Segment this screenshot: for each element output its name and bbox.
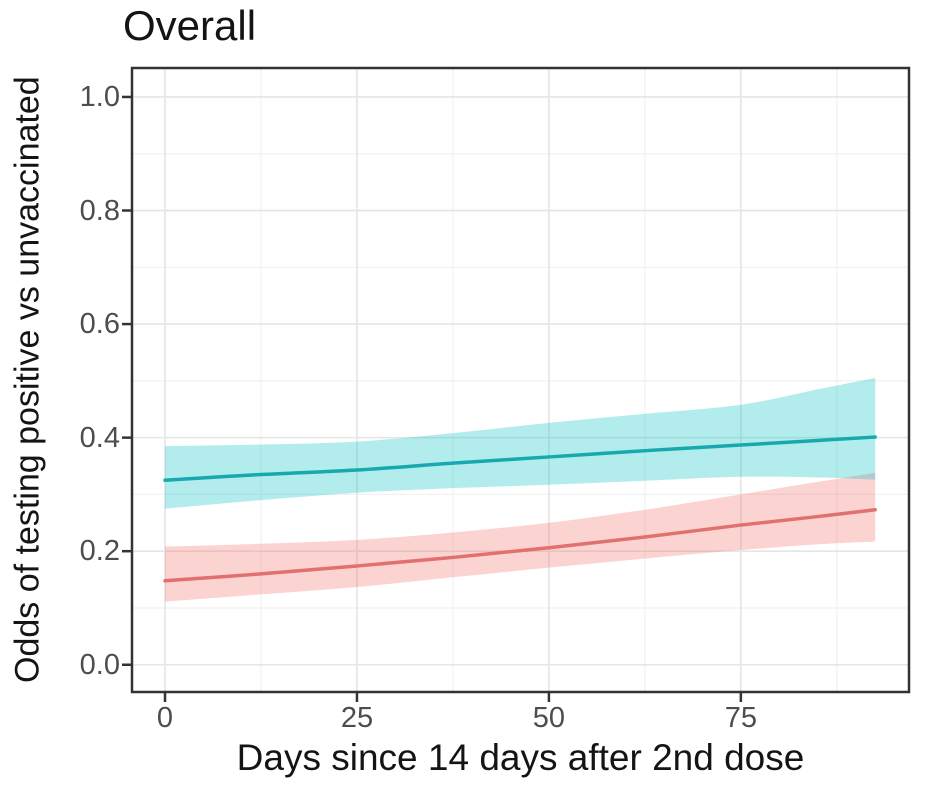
red-series-trend-line <box>163 507 877 583</box>
chart-title: Overall <box>123 2 257 49</box>
y-tick-label: 0.8 <box>79 194 120 227</box>
y-tick-label: 0.6 <box>79 308 120 341</box>
x-axis-title: Days since 14 days after 2nd dose <box>236 737 805 778</box>
x-tick-label: 0 <box>156 702 174 734</box>
y-tick-label: 0.4 <box>79 421 120 454</box>
red-series-ci-ribbon <box>165 472 876 602</box>
panel-border <box>130 66 911 694</box>
y-tick-label: 0.2 <box>79 535 120 568</box>
x-tick-label: 50 <box>532 702 566 734</box>
y-tick-label: 0.0 <box>79 648 120 681</box>
y-axis-title: Odds of testing positive vs unvaccinated <box>8 76 47 684</box>
y-tick-label: 1.0 <box>79 80 120 113</box>
teal-series-trend-line <box>163 435 877 482</box>
x-tick-label: 75 <box>724 702 757 734</box>
x-tick-label: 25 <box>340 702 374 734</box>
teal-series-ci-ribbon <box>165 378 876 509</box>
